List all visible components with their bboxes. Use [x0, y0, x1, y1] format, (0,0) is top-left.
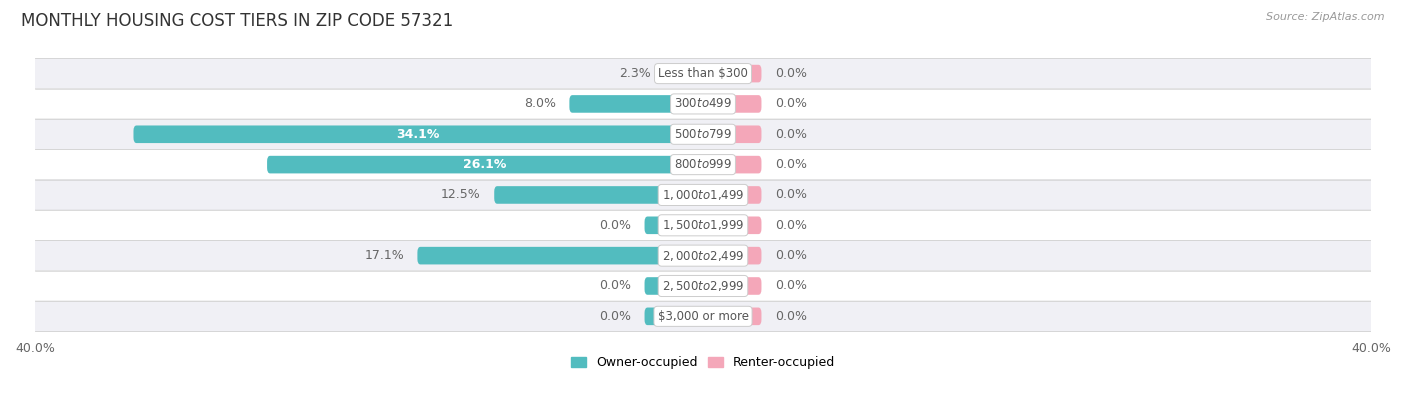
FancyBboxPatch shape [665, 65, 703, 83]
Text: 17.1%: 17.1% [364, 249, 404, 262]
FancyBboxPatch shape [18, 180, 1388, 210]
Legend: Owner-occupied, Renter-occupied: Owner-occupied, Renter-occupied [567, 351, 839, 374]
Text: 8.0%: 8.0% [524, 98, 555, 110]
FancyBboxPatch shape [644, 217, 703, 234]
Text: $1,500 to $1,999: $1,500 to $1,999 [662, 218, 744, 232]
FancyBboxPatch shape [18, 271, 1388, 301]
Text: $2,000 to $2,499: $2,000 to $2,499 [662, 249, 744, 263]
FancyBboxPatch shape [18, 59, 1388, 89]
FancyBboxPatch shape [18, 240, 1388, 271]
FancyBboxPatch shape [18, 210, 1388, 240]
FancyBboxPatch shape [703, 308, 762, 325]
FancyBboxPatch shape [495, 186, 703, 204]
FancyBboxPatch shape [569, 95, 703, 113]
Text: 12.5%: 12.5% [441, 188, 481, 201]
Text: Less than $300: Less than $300 [658, 67, 748, 80]
FancyBboxPatch shape [703, 95, 762, 113]
FancyBboxPatch shape [644, 308, 703, 325]
Text: 0.0%: 0.0% [599, 310, 631, 323]
Text: 0.0%: 0.0% [775, 219, 807, 232]
Text: $800 to $999: $800 to $999 [673, 158, 733, 171]
Text: 2.3%: 2.3% [620, 67, 651, 80]
Text: 26.1%: 26.1% [464, 158, 506, 171]
FancyBboxPatch shape [703, 65, 762, 83]
Text: 0.0%: 0.0% [775, 158, 807, 171]
Text: $1,000 to $1,499: $1,000 to $1,499 [662, 188, 744, 202]
FancyBboxPatch shape [703, 125, 762, 143]
Text: 0.0%: 0.0% [775, 67, 807, 80]
FancyBboxPatch shape [703, 277, 762, 295]
FancyBboxPatch shape [267, 156, 703, 173]
FancyBboxPatch shape [703, 247, 762, 264]
Text: 0.0%: 0.0% [775, 98, 807, 110]
Text: $3,000 or more: $3,000 or more [658, 310, 748, 323]
Text: 34.1%: 34.1% [396, 128, 440, 141]
FancyBboxPatch shape [418, 247, 703, 264]
Text: 0.0%: 0.0% [775, 188, 807, 201]
FancyBboxPatch shape [18, 119, 1388, 149]
Text: $300 to $499: $300 to $499 [673, 98, 733, 110]
Text: 0.0%: 0.0% [775, 310, 807, 323]
Text: 0.0%: 0.0% [775, 249, 807, 262]
Text: Source: ZipAtlas.com: Source: ZipAtlas.com [1267, 12, 1385, 22]
FancyBboxPatch shape [18, 149, 1388, 180]
FancyBboxPatch shape [18, 301, 1388, 332]
FancyBboxPatch shape [703, 217, 762, 234]
Text: 0.0%: 0.0% [775, 128, 807, 141]
Text: 0.0%: 0.0% [599, 279, 631, 293]
FancyBboxPatch shape [703, 156, 762, 173]
Text: MONTHLY HOUSING COST TIERS IN ZIP CODE 57321: MONTHLY HOUSING COST TIERS IN ZIP CODE 5… [21, 12, 453, 30]
FancyBboxPatch shape [703, 186, 762, 204]
FancyBboxPatch shape [644, 277, 703, 295]
Text: $500 to $799: $500 to $799 [673, 128, 733, 141]
FancyBboxPatch shape [134, 125, 703, 143]
FancyBboxPatch shape [18, 89, 1388, 119]
Text: 0.0%: 0.0% [599, 219, 631, 232]
Text: 0.0%: 0.0% [775, 279, 807, 293]
Text: $2,500 to $2,999: $2,500 to $2,999 [662, 279, 744, 293]
